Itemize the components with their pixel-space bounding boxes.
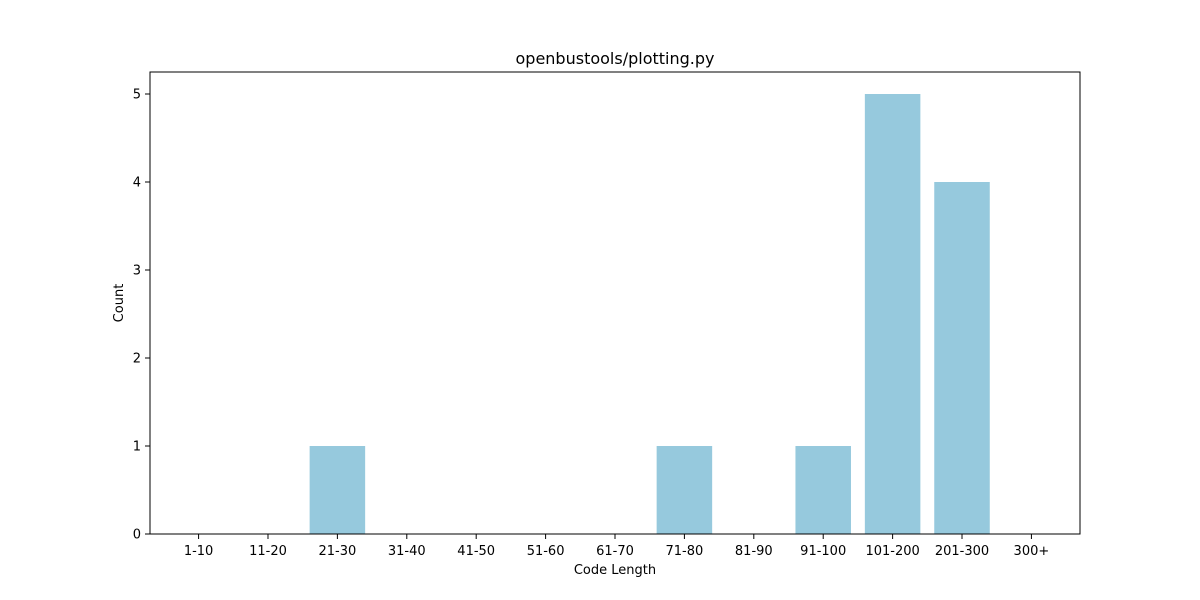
y-tick-label: 3 [133, 264, 141, 279]
x-tick-label: 51-60 [527, 544, 565, 559]
bar-71-80 [656, 446, 713, 534]
x-tick-label: 81-90 [735, 544, 773, 559]
x-tick-label: 41-50 [457, 544, 495, 559]
bar-201-300 [934, 182, 990, 534]
x-tick-label: 61-70 [596, 544, 634, 559]
x-tick-label: 91-100 [800, 544, 846, 559]
x-tick-label: 101-200 [865, 544, 919, 559]
y-tick-label: 2 [133, 352, 141, 367]
x-tick-label: 11-20 [249, 544, 287, 559]
bar-91-100 [795, 446, 851, 534]
x-tick-label: 201-300 [935, 544, 989, 559]
y-axis-ticks: 0 1 2 3 4 5 [133, 88, 150, 543]
x-tick-label: 1-10 [184, 544, 214, 559]
x-tick-label: 21-30 [318, 544, 356, 559]
y-axis-title: Count [112, 284, 127, 323]
bar-101-200 [864, 94, 921, 534]
x-tick-label: 71-80 [666, 544, 704, 559]
x-tick-label: 300+ [1014, 544, 1050, 559]
bars-group [309, 94, 990, 534]
bar-21-30 [309, 446, 366, 534]
x-axis-ticks: 1-10 11-20 21-30 31-40 41-50 51-60 61-70 71-80 8… [184, 534, 1049, 559]
chart-title: openbustools/plotting.py [516, 49, 715, 68]
y-tick-label: 0 [133, 528, 141, 543]
y-tick-label: 5 [133, 88, 141, 103]
plot-area-frame [149, 71, 1081, 535]
y-tick-label: 4 [133, 176, 141, 191]
x-tick-label: 31-40 [388, 544, 426, 559]
x-axis-title: Code Length [574, 563, 656, 578]
y-tick-label: 1 [133, 440, 141, 455]
